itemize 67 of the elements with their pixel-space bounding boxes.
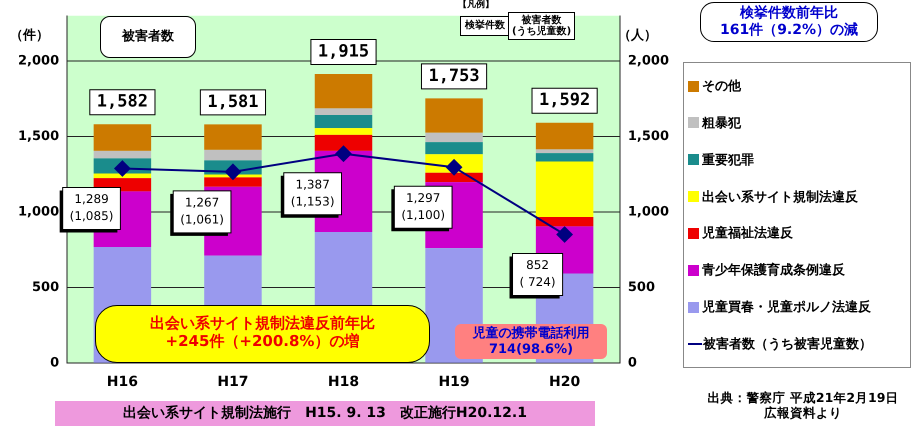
bar [425, 172, 483, 182]
x-tick-label: H17 [217, 374, 249, 390]
y2-tick-label: 1,000 [628, 204, 670, 220]
legend-label: 児童福祉法違反 [702, 224, 793, 242]
key-box: 検挙件数 [460, 16, 510, 36]
bar [425, 98, 483, 133]
bar [425, 132, 483, 142]
bar [94, 150, 152, 158]
point [336, 146, 352, 162]
data-label: 1,387 (1,153) [290, 177, 334, 208]
y2-tick-label: 0 [628, 356, 637, 371]
x-tick-label: H18 [328, 374, 360, 390]
bar [94, 173, 152, 178]
legend-label: 粗暴犯 [702, 114, 741, 132]
total-label: 1,592 [539, 90, 590, 110]
speech-bubble: 検挙件数前年比 161件（9.2%）の減 [700, 2, 878, 42]
y-tick-label: 1,000 [18, 204, 60, 220]
label-box: 児童の携帯電話利用 714(98.6%) [455, 324, 607, 360]
point [556, 226, 573, 243]
total-label: 1,915 [318, 41, 370, 62]
data-label: 1,267 (1,061) [180, 195, 224, 226]
key-box: 被害者数 (うち児童数) [508, 12, 576, 40]
banner-box: 出会い系サイト規制法施行 H15. 9. 13 改正施行H20.12.1 [55, 401, 595, 426]
bar [204, 150, 262, 160]
bar [94, 124, 152, 151]
legend-label: その他 [702, 78, 741, 95]
total-label: 1,581 [207, 92, 259, 112]
bar [314, 134, 372, 151]
bar [536, 153, 594, 162]
source-note: 出典：警察庁 平成21年2月19日広報資料より [706, 390, 900, 420]
y-axis-title: （件） [10, 28, 49, 44]
y-tick-label: 0 [50, 356, 60, 371]
bar [536, 162, 594, 217]
y2-tick-label: 1,500 [628, 129, 670, 144]
y2-tick-label: 500 [628, 280, 656, 296]
total-label: 1,582 [96, 92, 148, 112]
bar [425, 142, 483, 154]
x-tick-label: H20 [549, 374, 580, 390]
bar [204, 124, 262, 150]
data-label: 852 ( 724) [520, 258, 556, 290]
bar [536, 149, 594, 154]
x-tick-label: H16 [106, 374, 138, 390]
data-label: 1,297 (1,100) [401, 190, 446, 222]
y-tick-label: 500 [32, 280, 60, 296]
y-tick-label: 1,500 [18, 129, 60, 144]
data-label: 1,289 (1,085) [70, 192, 114, 224]
bar [204, 177, 262, 187]
point [224, 164, 241, 180]
legend-label: 重要犯罪 [702, 152, 754, 169]
bar [314, 108, 372, 116]
bar [314, 128, 372, 135]
bar [314, 115, 372, 128]
legend-label: 出会い系サイト規制法違反 [702, 188, 858, 206]
point [114, 160, 130, 177]
bar [536, 216, 594, 226]
legend-label: 青少年保護育成条例違反 [702, 262, 845, 280]
legend-label: 被害者数（うち被害児童数） [703, 336, 872, 353]
y2-axis-title: （人） [618, 28, 657, 44]
speech-bubble: 被害者数 [100, 16, 196, 58]
total-label: 1,753 [428, 66, 480, 86]
bar [314, 74, 372, 108]
y-tick-label: 2,000 [18, 53, 60, 68]
y2-tick-label: 2,000 [628, 53, 670, 68]
speech-bubble: 出会い系サイト規制法違反前年比 +245件（+200.8%）の増 [95, 305, 430, 363]
legend-label: 児童買春・児童ポルノ法違反 [702, 298, 871, 316]
x-tick-label: H19 [438, 374, 470, 390]
bar [536, 122, 594, 150]
